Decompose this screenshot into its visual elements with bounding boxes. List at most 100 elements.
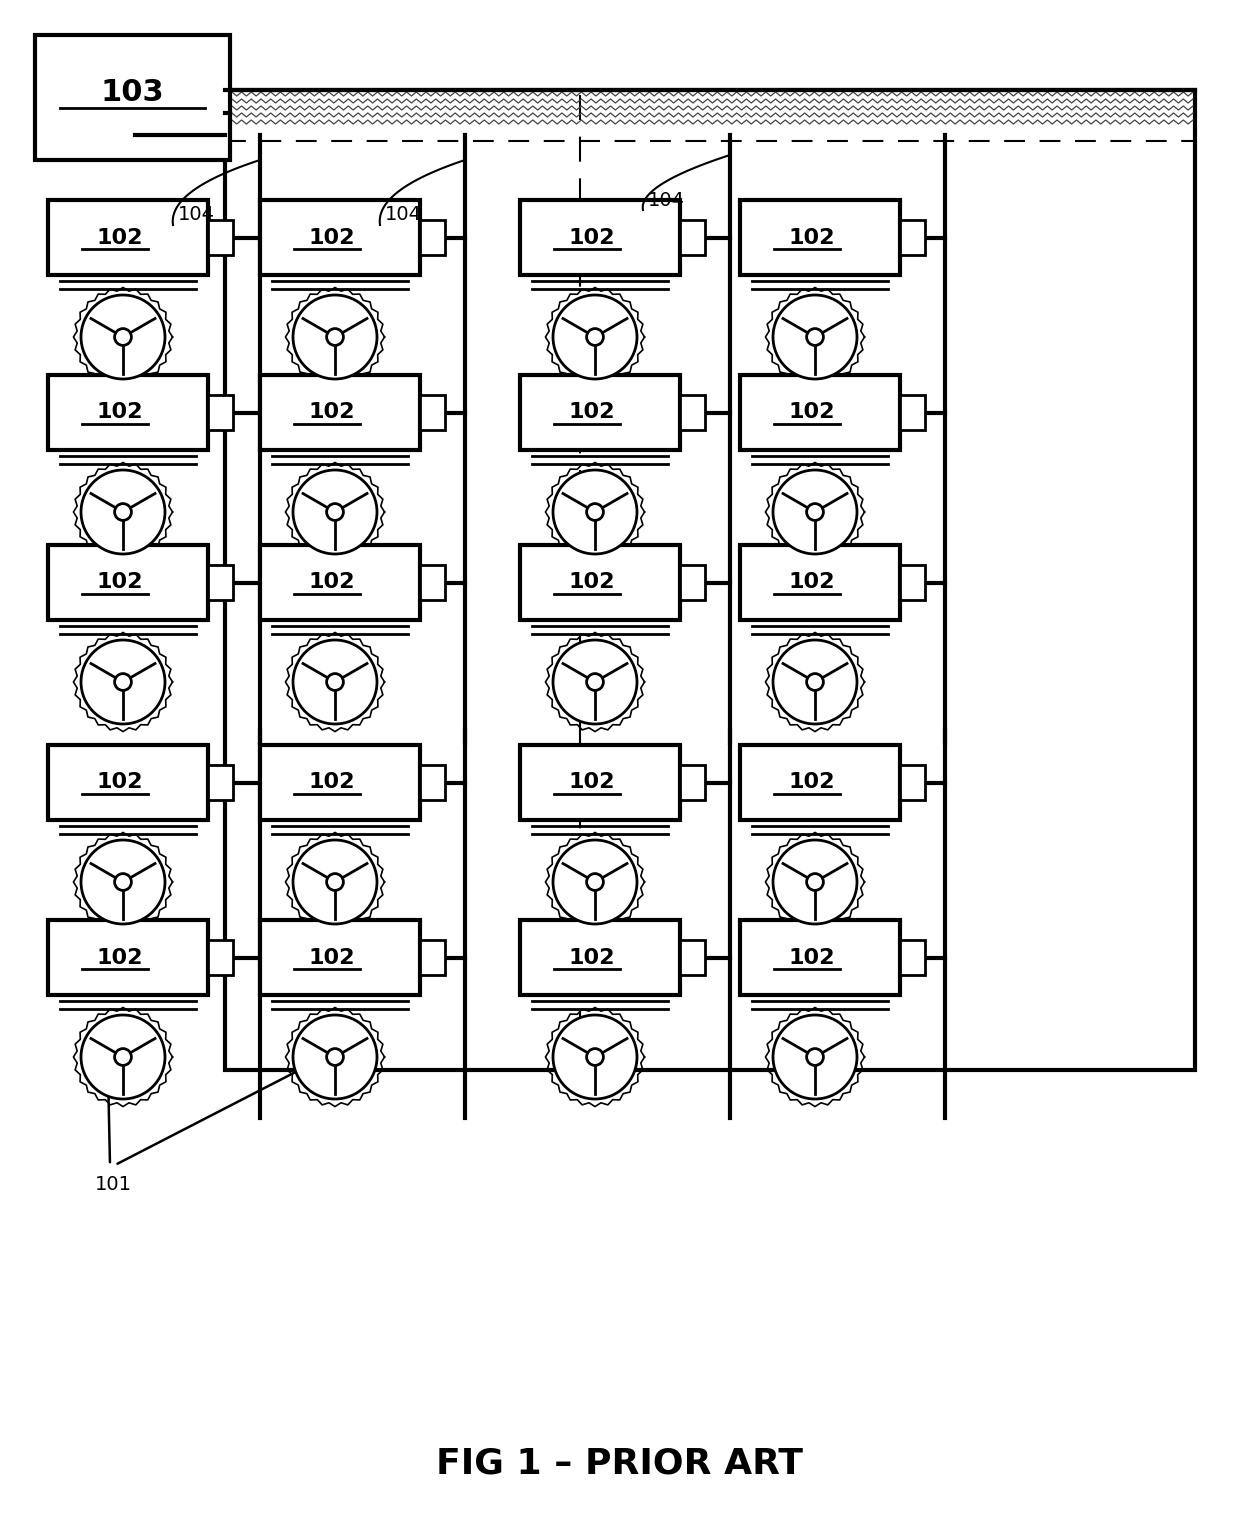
Bar [420,394,445,430]
Circle shape [587,1049,604,1066]
Text: 102: 102 [309,572,355,593]
Circle shape [773,1015,857,1099]
Bar [740,544,900,619]
Bar [420,220,445,255]
Text: 104: 104 [649,191,684,209]
Circle shape [81,839,165,924]
Circle shape [293,469,377,553]
Circle shape [114,873,131,890]
Bar [420,566,445,599]
Text: 104: 104 [384,205,422,225]
Bar [680,566,706,599]
Circle shape [553,839,637,924]
Bar [520,745,680,820]
Text: 102: 102 [569,572,615,593]
Text: 102: 102 [309,402,355,422]
Bar [680,394,706,430]
Bar [740,375,900,450]
Bar [35,35,229,161]
Circle shape [114,674,131,691]
Bar [900,940,925,976]
Bar [208,220,233,255]
Bar [900,220,925,255]
Circle shape [114,329,131,346]
Bar [680,764,706,800]
Circle shape [553,469,637,553]
Bar [520,200,680,275]
Bar [900,566,925,599]
Text: 102: 102 [97,948,144,968]
Bar [900,394,925,430]
Bar [420,764,445,800]
Circle shape [587,873,604,890]
Bar [224,90,1195,1070]
Circle shape [806,329,823,346]
Text: 102: 102 [569,948,615,968]
Bar [48,920,208,995]
Bar [208,764,233,800]
Circle shape [326,674,343,691]
Circle shape [773,469,857,553]
Bar [208,940,233,976]
Text: 102: 102 [97,228,144,248]
Bar [208,566,233,599]
Text: 101: 101 [95,1176,131,1194]
Bar [420,940,445,976]
Circle shape [326,329,343,346]
Circle shape [326,873,343,890]
Bar [520,375,680,450]
Text: 102: 102 [789,772,836,792]
Text: 102: 102 [97,402,144,422]
Text: 102: 102 [789,402,836,422]
Circle shape [806,674,823,691]
Circle shape [806,1049,823,1066]
Text: 102: 102 [789,948,836,968]
Circle shape [806,503,823,520]
Text: 102: 102 [309,948,355,968]
Circle shape [326,503,343,520]
Circle shape [553,641,637,725]
Text: 102: 102 [569,402,615,422]
Bar [740,920,900,995]
Bar [520,920,680,995]
Circle shape [773,641,857,725]
Circle shape [587,329,604,346]
Circle shape [81,1015,165,1099]
Bar [48,375,208,450]
Circle shape [293,1015,377,1099]
Text: 104: 104 [179,205,215,225]
Bar [260,544,420,619]
Text: 102: 102 [789,228,836,248]
Bar [740,200,900,275]
Text: 103: 103 [100,78,165,107]
Bar [900,764,925,800]
Text: 102: 102 [789,572,836,593]
Text: 102: 102 [97,772,144,792]
Bar [680,220,706,255]
Text: 102: 102 [309,228,355,248]
Bar [208,394,233,430]
Bar [48,544,208,619]
Bar [260,920,420,995]
Bar [520,544,680,619]
Text: 102: 102 [569,228,615,248]
Circle shape [293,295,377,379]
Circle shape [773,839,857,924]
Circle shape [553,295,637,379]
Circle shape [553,1015,637,1099]
Bar [740,745,900,820]
Bar [48,200,208,275]
Circle shape [587,503,604,520]
Circle shape [114,1049,131,1066]
Bar [680,940,706,976]
Circle shape [293,839,377,924]
Circle shape [587,674,604,691]
Circle shape [326,1049,343,1066]
Text: 102: 102 [309,772,355,792]
Bar [260,200,420,275]
Circle shape [806,873,823,890]
Bar [48,745,208,820]
Bar [260,745,420,820]
Text: FIG 1 – PRIOR ART: FIG 1 – PRIOR ART [436,1446,804,1482]
Circle shape [81,295,165,379]
